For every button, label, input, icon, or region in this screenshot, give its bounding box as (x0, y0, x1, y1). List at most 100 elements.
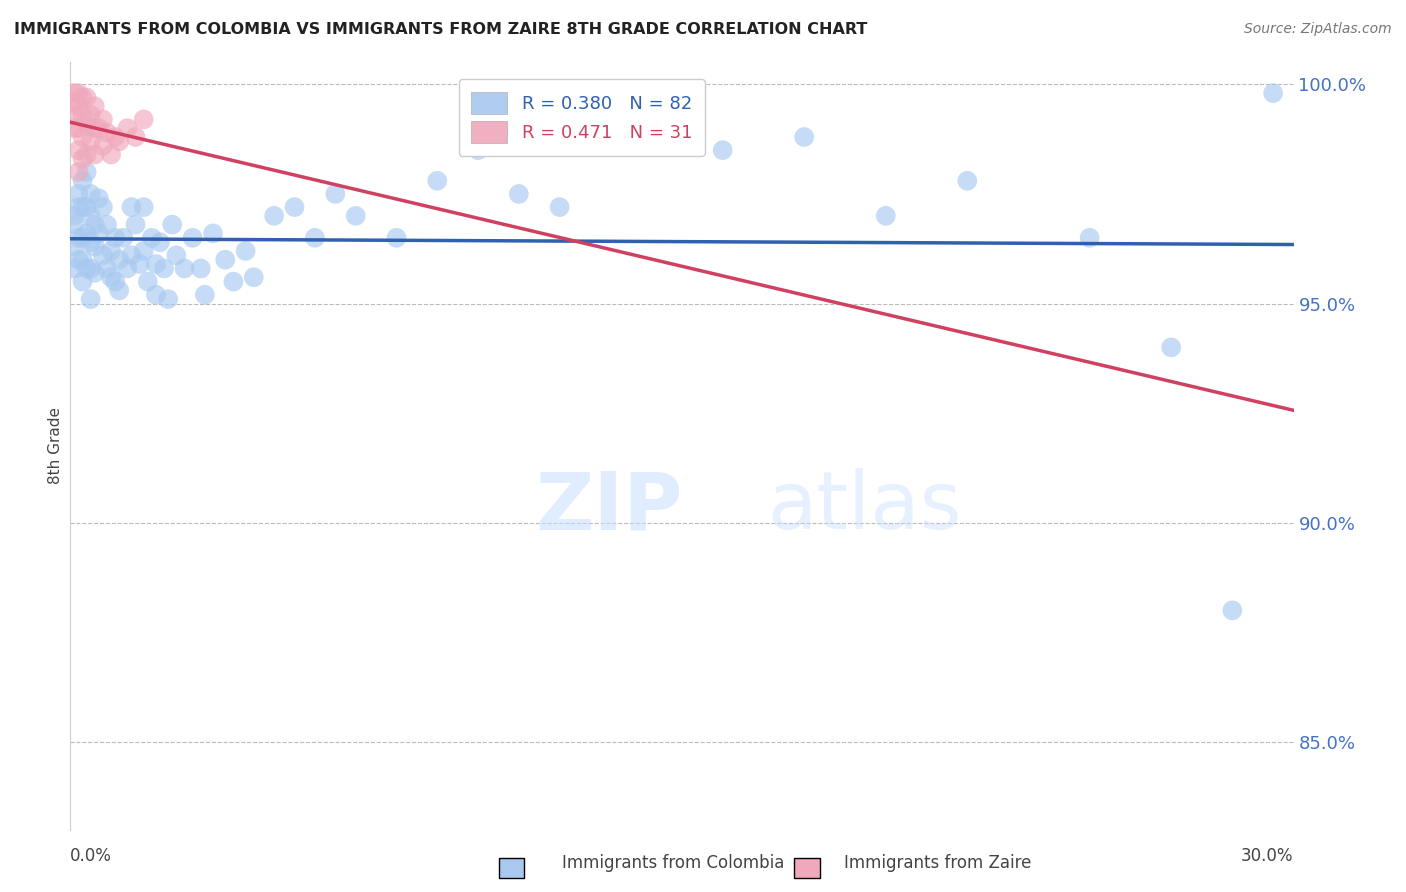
Point (83, 99, 105, 113)
Point (79, 292, 103, 306)
Point (385, 231, 408, 245)
Point (72, 90, 94, 104)
Point (63, 95, 86, 109)
Point (1261, 86, 1284, 100)
Text: ZIP: ZIP (536, 468, 682, 547)
Point (104, 275, 127, 289)
Point (136, 275, 159, 289)
Point (87, 191, 110, 205)
Point (243, 270, 266, 285)
Point (108, 252, 131, 267)
Text: Immigrants from Colombia: Immigrants from Colombia (562, 855, 785, 872)
Point (190, 261, 212, 276)
Point (793, 130, 815, 145)
Point (67, 99, 90, 113)
Point (875, 209, 897, 223)
Point (121, 248, 143, 262)
Point (100, 147, 122, 161)
Point (235, 244, 257, 258)
Point (83, 218, 105, 232)
Point (956, 174, 979, 188)
Point (67, 252, 90, 267)
Point (91, 200, 114, 214)
Point (630, 121, 652, 136)
Point (711, 143, 734, 157)
Text: atlas: atlas (768, 468, 962, 547)
Point (63, 209, 86, 223)
Point (145, 287, 167, 301)
Point (67, 186, 90, 201)
Point (1160, 340, 1182, 354)
Point (304, 231, 326, 245)
Point (83, 147, 105, 161)
Point (284, 200, 307, 214)
Point (76, 200, 98, 214)
Text: Source: ZipAtlas.com: Source: ZipAtlas.com (1244, 22, 1392, 37)
Point (63, 121, 86, 136)
Y-axis label: 8th Grade: 8th Grade (48, 408, 63, 484)
Point (72, 252, 94, 267)
Point (112, 231, 135, 245)
Point (165, 248, 187, 262)
Point (76, 261, 98, 276)
Point (79, 261, 103, 276)
Point (128, 257, 150, 271)
Point (96, 261, 118, 276)
Point (72, 130, 94, 145)
Point (124, 130, 146, 145)
Point (141, 231, 163, 245)
Point (79, 108, 103, 122)
Point (63, 86, 86, 100)
Point (104, 231, 127, 245)
Point (104, 130, 127, 145)
Point (96, 218, 118, 232)
Point (117, 261, 139, 276)
Point (132, 200, 155, 214)
Point (72, 231, 94, 245)
Point (344, 209, 367, 223)
Point (63, 108, 86, 122)
Point (67, 231, 90, 245)
Point (91, 248, 114, 262)
Point (63, 239, 86, 253)
Point (76, 147, 98, 161)
Text: IMMIGRANTS FROM COLOMBIA VS IMMIGRANTS FROM ZAIRE 8TH GRADE CORRELATION CHART: IMMIGRANTS FROM COLOMBIA VS IMMIGRANTS F… (14, 22, 868, 37)
Point (467, 143, 489, 157)
Point (67, 143, 90, 157)
Text: Immigrants from Zaire: Immigrants from Zaire (844, 855, 1031, 872)
Point (83, 121, 105, 136)
Point (67, 86, 90, 100)
Point (132, 112, 155, 127)
Legend: R = 0.380   N = 82, R = 0.471   N = 31: R = 0.380 N = 82, R = 0.471 N = 31 (458, 79, 704, 156)
Point (67, 121, 90, 136)
Point (76, 117, 98, 131)
Point (162, 218, 183, 232)
Point (72, 152, 94, 166)
Point (214, 252, 236, 267)
Point (87, 121, 110, 136)
Point (222, 275, 245, 289)
Point (157, 292, 180, 306)
Point (100, 270, 122, 285)
Point (67, 165, 90, 179)
Point (1220, 603, 1243, 617)
Point (202, 227, 225, 241)
Point (124, 218, 146, 232)
Point (76, 90, 98, 104)
Text: 30.0%: 30.0% (1241, 847, 1294, 865)
Point (117, 121, 139, 136)
Point (149, 235, 172, 249)
Point (72, 200, 94, 214)
Point (263, 209, 285, 223)
Point (323, 186, 347, 201)
Point (76, 165, 98, 179)
Point (100, 244, 122, 258)
Point (79, 235, 103, 249)
Point (153, 261, 176, 276)
Point (108, 134, 131, 148)
Point (121, 200, 143, 214)
Point (426, 174, 449, 188)
Point (181, 231, 204, 245)
Point (548, 200, 571, 214)
Point (79, 134, 103, 148)
